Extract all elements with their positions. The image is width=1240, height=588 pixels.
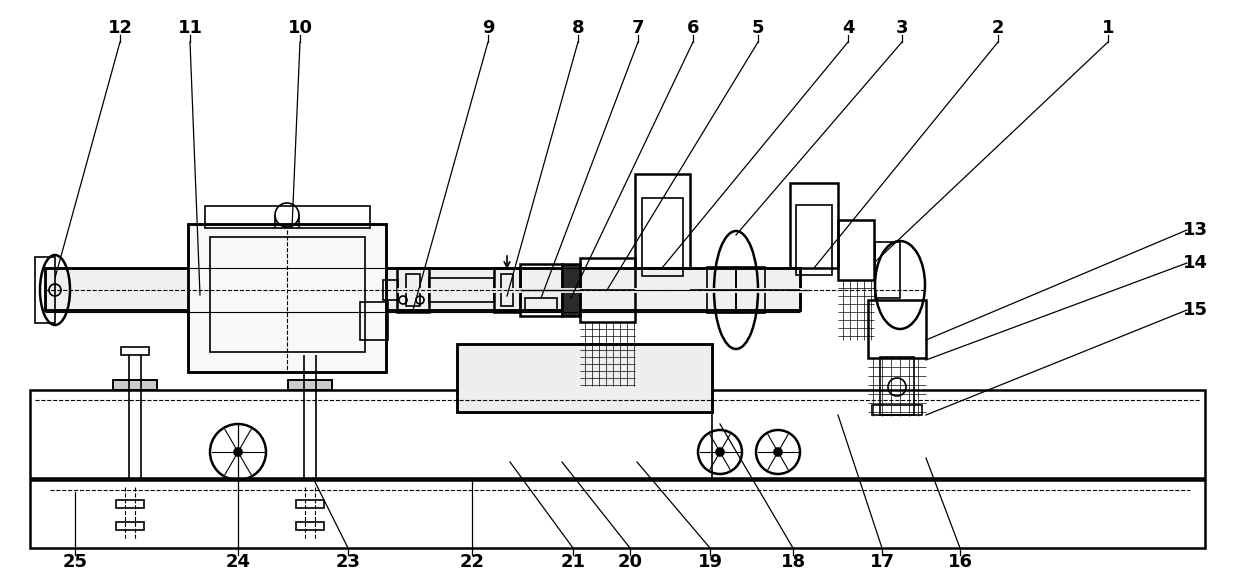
Bar xyxy=(30,390,1205,478)
Bar xyxy=(790,183,838,268)
Text: 7: 7 xyxy=(631,19,645,37)
Bar xyxy=(562,264,580,316)
Bar xyxy=(642,198,683,276)
Text: 14: 14 xyxy=(1183,254,1208,272)
Text: 6: 6 xyxy=(687,19,699,37)
Text: 13: 13 xyxy=(1183,221,1208,239)
Bar xyxy=(458,344,712,412)
Bar xyxy=(188,224,386,372)
Text: 2: 2 xyxy=(992,19,1004,37)
Bar xyxy=(707,267,737,313)
Bar xyxy=(113,380,157,390)
Text: 21: 21 xyxy=(560,553,585,571)
Text: 20: 20 xyxy=(618,553,642,571)
Text: 16: 16 xyxy=(947,553,972,571)
Bar xyxy=(383,280,398,300)
Bar xyxy=(45,268,800,310)
Text: 24: 24 xyxy=(226,553,250,571)
Bar xyxy=(188,224,386,372)
Bar xyxy=(875,242,900,298)
Bar xyxy=(35,257,55,323)
Text: 1: 1 xyxy=(1102,19,1115,37)
Text: 22: 22 xyxy=(460,553,485,571)
Bar xyxy=(737,267,765,313)
Text: 15: 15 xyxy=(1183,301,1208,319)
Bar xyxy=(288,380,332,390)
Bar xyxy=(117,500,144,508)
Bar xyxy=(520,264,562,316)
Text: 9: 9 xyxy=(482,19,495,37)
Bar xyxy=(868,300,926,358)
Text: 19: 19 xyxy=(698,553,723,571)
Bar xyxy=(796,205,832,275)
Text: 10: 10 xyxy=(288,19,312,37)
Bar xyxy=(525,298,557,310)
Bar xyxy=(405,274,420,306)
Text: 12: 12 xyxy=(108,19,133,37)
Text: 25: 25 xyxy=(62,553,88,571)
Text: 11: 11 xyxy=(177,19,202,37)
Bar xyxy=(296,347,324,355)
Bar xyxy=(360,302,388,340)
Bar xyxy=(525,356,557,368)
Bar xyxy=(30,480,1205,548)
Circle shape xyxy=(234,448,242,456)
Bar xyxy=(113,380,157,390)
Bar xyxy=(397,268,429,312)
Bar xyxy=(429,278,494,302)
Circle shape xyxy=(715,448,724,456)
Bar xyxy=(117,522,144,530)
Bar xyxy=(210,237,365,352)
Text: 23: 23 xyxy=(336,553,361,571)
Text: 8: 8 xyxy=(572,19,584,37)
Text: 4: 4 xyxy=(842,19,854,37)
Bar xyxy=(296,500,324,508)
Bar xyxy=(880,357,914,415)
Bar xyxy=(288,380,332,390)
Text: 18: 18 xyxy=(780,553,806,571)
Bar xyxy=(458,344,712,412)
Bar xyxy=(580,258,635,322)
Bar xyxy=(205,206,370,228)
Bar xyxy=(45,268,800,310)
Bar xyxy=(501,274,513,306)
Circle shape xyxy=(774,448,782,456)
Text: 3: 3 xyxy=(895,19,908,37)
Bar xyxy=(122,347,149,355)
Bar xyxy=(635,174,689,268)
Bar xyxy=(872,405,923,415)
Bar xyxy=(494,268,520,312)
Bar xyxy=(296,522,324,530)
Text: 17: 17 xyxy=(869,553,894,571)
Bar xyxy=(838,220,874,280)
Text: 5: 5 xyxy=(751,19,764,37)
